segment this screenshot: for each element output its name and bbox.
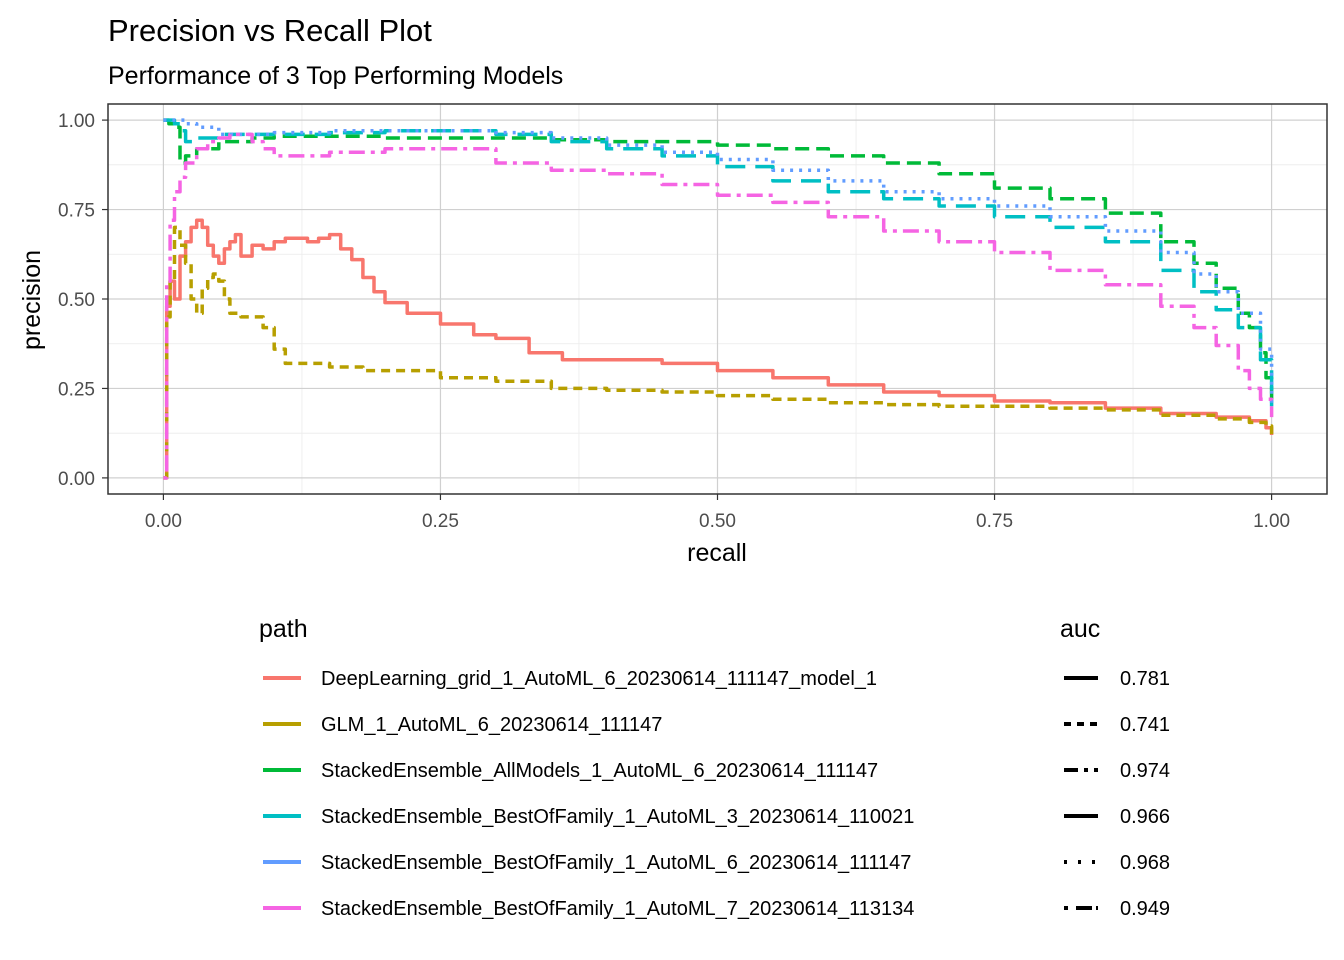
legend-linetype-label-4: 0.968: [1120, 852, 1170, 874]
legend-linetype-label-5: 0.949: [1120, 898, 1170, 920]
x-tick-label-0: 0.00: [145, 511, 182, 532]
y-axis-label: precision: [18, 250, 46, 350]
series-line-4: [163, 118, 1274, 407]
legend-linetype-entries: 0.781 0.741 0.974 0.966 0.968 0.949: [1064, 668, 1170, 920]
legend-color-label-0: DeepLearning_grid_1_AutoML_6_20230614_11…: [321, 668, 877, 690]
legend-color-label-5: StackedEnsemble_BestOfFamily_1_AutoML_7_…: [321, 898, 914, 920]
chart-title: Precision vs Recall Plot: [108, 13, 432, 48]
y-tick-label-2: 0.50: [58, 290, 95, 311]
series-lines: [163, 118, 1274, 480]
legend-linetype-label-3: 0.966: [1120, 806, 1170, 828]
legend-color-label-3: StackedEnsemble_BestOfFamily_1_AutoML_3_…: [321, 806, 914, 828]
legend-title-auc: auc: [1060, 615, 1100, 643]
axes: 0.00 0.25 0.50 0.75 1.00 0.00 0.25 0.50 0.75 1.00: [58, 111, 1290, 532]
series-line-2: [163, 118, 1274, 403]
y-tick-label-1: 0.25: [58, 379, 95, 400]
x-tick-label-3: 0.75: [976, 511, 1013, 532]
legend-color-label-2: StackedEnsemble_AllModels_1_AutoML_6_202…: [321, 760, 878, 782]
x-tick-label-2: 0.50: [699, 511, 736, 532]
chart-subtitle: Performance of 3 Top Performing Models: [108, 62, 563, 90]
grid: [108, 104, 1327, 494]
legend-color-label-4: StackedEnsemble_BestOfFamily_1_AutoML_6_…: [321, 852, 911, 874]
legend-linetype-label-0: 0.781: [1120, 668, 1170, 690]
series-line-1: [163, 225, 1274, 480]
series-line-5: [163, 132, 1274, 480]
x-tick-label-1: 0.25: [422, 511, 459, 532]
legend-color-entries: DeepLearning_grid_1_AutoML_6_20230614_11…: [263, 668, 914, 920]
y-tick-label-3: 0.75: [58, 201, 95, 222]
legend-color-label-1: GLM_1_AutoML_6_20230614_111147: [321, 714, 662, 736]
y-tick-label-0: 0.00: [58, 469, 95, 490]
x-axis-label: recall: [687, 539, 747, 567]
y-tick-label-4: 1.00: [58, 111, 95, 132]
legend-title-path: path: [259, 615, 308, 643]
legend-linetype-label-2: 0.974: [1120, 760, 1170, 782]
legend-linetype-label-1: 0.741: [1120, 714, 1170, 736]
series-line-0: [163, 218, 1274, 480]
legend: path auc DeepLearning_grid_1_AutoML_6_20…: [259, 615, 1170, 920]
x-tick-label-4: 1.00: [1253, 511, 1290, 532]
